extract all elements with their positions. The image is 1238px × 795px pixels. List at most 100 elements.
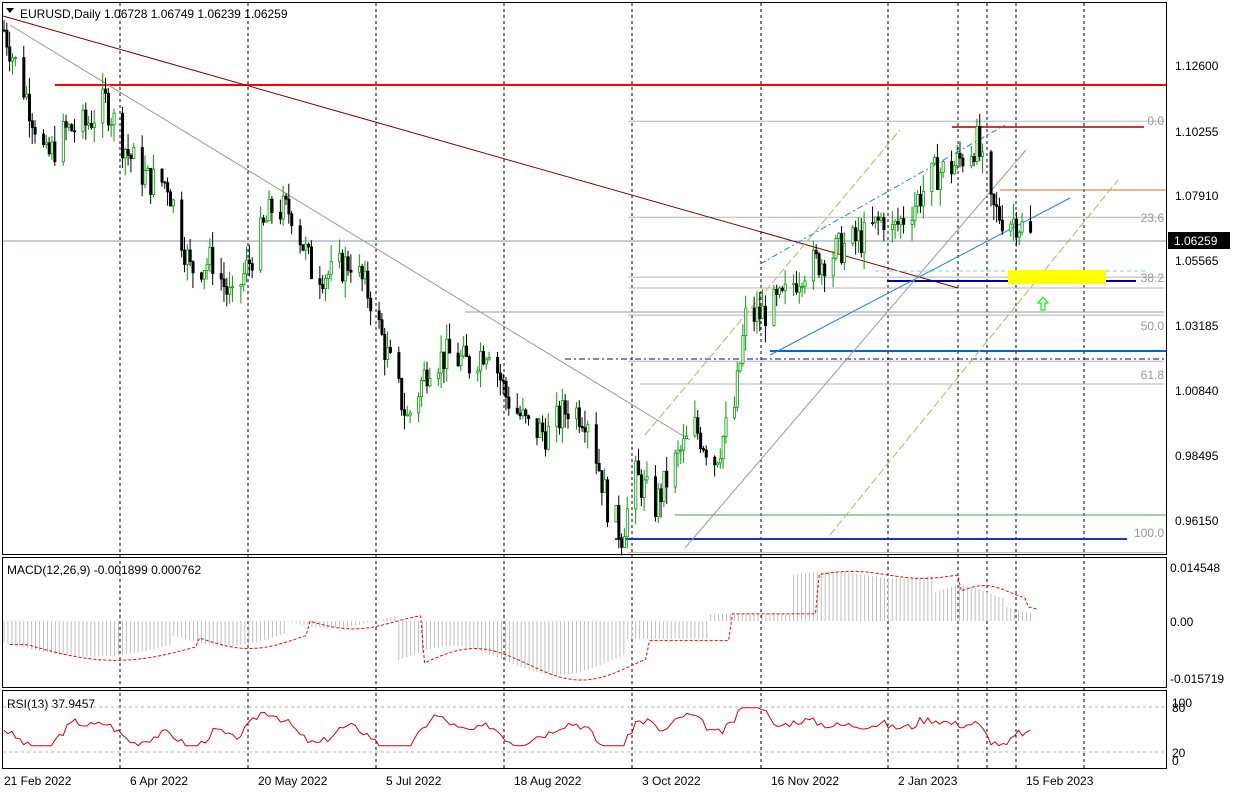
candle-body [704, 449, 708, 458]
rsi-label: RSI(13) 37.9457 [7, 697, 95, 711]
candle-body [270, 198, 274, 213]
candle-body [780, 287, 784, 291]
candle-body [171, 199, 175, 207]
candle-body [639, 474, 643, 498]
collapse-arrow-icon[interactable] [6, 8, 14, 13]
candle-body [998, 206, 1002, 221]
candle-body [724, 417, 728, 438]
candle-body [656, 488, 660, 517]
candle-body [696, 417, 700, 434]
candle-body [699, 432, 703, 450]
candle-body [106, 93, 110, 126]
candle-body [129, 154, 133, 159]
candle-body [761, 305, 765, 320]
candle-body [952, 165, 956, 175]
candle-body [857, 230, 861, 242]
candle-body [340, 252, 344, 282]
rsi-series [3, 707, 1031, 747]
candle-body [267, 198, 271, 222]
trendline-gray [9, 24, 691, 441]
candle-body [456, 352, 460, 367]
candle-body [307, 243, 311, 248]
candle-body [831, 257, 835, 277]
fib-level-label: 23.6 [1141, 211, 1165, 225]
macd-tick: -0.015719 [1170, 672, 1224, 686]
candle-body [685, 435, 689, 440]
candle-body [575, 407, 579, 420]
candle-body [795, 283, 799, 293]
candle-body [479, 351, 483, 372]
candle-body [448, 338, 452, 354]
candle-body [386, 346, 390, 360]
candle-body [1009, 223, 1013, 232]
candle-body [163, 181, 167, 184]
candle-body [718, 458, 722, 464]
date-label: 20 May 2022 [258, 774, 328, 788]
candle-body [67, 124, 71, 128]
candle-body [329, 261, 333, 275]
candle-body [978, 125, 982, 157]
candle-body [191, 261, 195, 274]
channel-olive [829, 179, 1119, 536]
symbol-info: EURUSD,Daily 1.06728 1.06749 1.06239 1.0… [20, 7, 288, 21]
price-tick: 1.07910 [1175, 189, 1219, 203]
candle-body [321, 284, 325, 290]
candle-body [851, 227, 855, 244]
candle-body [577, 407, 581, 427]
candle-body [185, 249, 189, 265]
candle-body [228, 287, 232, 295]
candle-body [755, 306, 759, 322]
candle-body [817, 253, 821, 276]
macd-tick: 0.014548 [1170, 561, 1220, 575]
candle-body [741, 335, 745, 364]
candle-body [744, 307, 748, 337]
candle-body [64, 121, 68, 128]
candle-body [634, 460, 638, 510]
channel-olive [644, 129, 901, 436]
candle-body [871, 222, 875, 224]
fib-level-label: 100.0 [1134, 526, 1164, 540]
candle-body [160, 168, 164, 183]
price-tick: 1.10255 [1175, 125, 1219, 139]
candle-body [250, 263, 254, 271]
candle-body [168, 191, 172, 207]
channel-line-upper [759, 124, 1006, 265]
candle-body [123, 148, 127, 159]
candle-body [278, 212, 282, 220]
candle-body [679, 449, 683, 452]
candle-body [913, 205, 917, 221]
candle-body [701, 448, 705, 451]
candle-body [188, 249, 192, 262]
candle-body [732, 406, 736, 419]
candle-body [1014, 218, 1018, 238]
candle-body [840, 232, 844, 264]
candle-body [1000, 219, 1004, 232]
analysis-drawings [2, 15, 1166, 554]
candle-body [654, 476, 658, 517]
candlestick-series [2, 20, 1033, 556]
candle-body [783, 283, 787, 291]
candle-body [101, 88, 105, 124]
candle-body [13, 57, 17, 60]
candle-body [583, 427, 587, 433]
candle-body [662, 470, 666, 503]
candle-body [222, 278, 226, 287]
channel-gray [684, 149, 1027, 549]
candle-body [941, 161, 945, 173]
candle-body [566, 413, 570, 420]
candle-body [467, 356, 471, 374]
candle-body [284, 195, 288, 200]
candle-body [126, 148, 130, 156]
candle-body [950, 161, 954, 175]
date-label: 2 Jan 2023 [898, 774, 958, 788]
candle-body [90, 123, 94, 128]
candle-body [290, 213, 294, 227]
candle-body [995, 204, 999, 208]
candle-body [380, 319, 384, 335]
candle-body [800, 285, 804, 288]
candle-body [225, 286, 229, 295]
candle-body [264, 220, 268, 223]
candle-body [143, 170, 147, 185]
candle-body [504, 380, 508, 398]
